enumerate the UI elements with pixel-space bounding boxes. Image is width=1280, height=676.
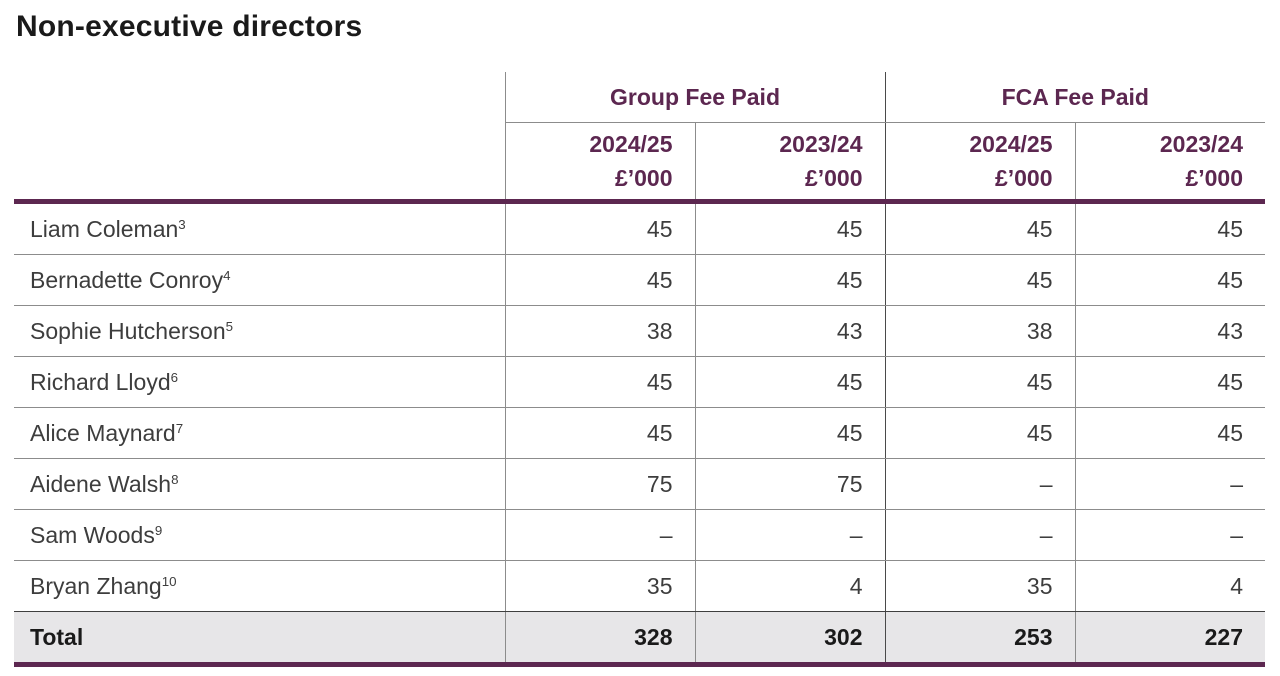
column-unit: £’000: [804, 165, 863, 191]
column-group-fca-fee-paid: FCA Fee Paid: [884, 72, 1266, 123]
non-executive-directors-fees-table: Group Fee Paid FCA Fee Paid 2024/25 £’00…: [14, 72, 1266, 667]
director-name-cell: Sophie Hutcherson5: [14, 305, 505, 357]
fee-value-cell: 45: [1074, 407, 1266, 459]
fee-value-cell: 45: [504, 254, 695, 306]
director-name: Bryan Zhang: [30, 572, 162, 599]
header-sub-row: 2024/25 £’000 2023/24 £’000 2024/25 £’00…: [14, 122, 1266, 204]
fee-value-cell: 75: [504, 458, 695, 510]
director-name-cell: Aidene Walsh8: [14, 458, 505, 510]
table-row: Sophie Hutcherson5 38 43 38 43: [14, 305, 1266, 357]
total-value-cell: 302: [694, 611, 886, 667]
column-year: 2024/25: [969, 130, 1053, 157]
table-row: Richard Lloyd6 45 45 45 45: [14, 356, 1266, 408]
table-row: Aidene Walsh8 75 75 – –: [14, 458, 1266, 510]
director-name-cell: Alice Maynard7: [14, 407, 505, 459]
table-row: Bryan Zhang10 35 4 35 4: [14, 560, 1266, 612]
footnote-ref: 5: [225, 319, 234, 335]
column-year: 2023/24: [1159, 130, 1244, 157]
fee-value-cell: 45: [504, 201, 695, 255]
director-name-cell: Richard Lloyd6: [14, 356, 505, 408]
fee-value-cell: 45: [694, 254, 886, 306]
total-value-cell: 253: [884, 611, 1076, 667]
table-row: Bernadette Conroy4 45 45 45 45: [14, 254, 1266, 306]
footnote-ref: 3: [178, 217, 186, 233]
footnote-ref: 8: [171, 472, 179, 488]
director-name-cell: Bernadette Conroy4: [14, 254, 505, 306]
footnote-ref: 9: [154, 523, 163, 539]
header-name-spacer: [14, 122, 505, 204]
fee-value-cell: 45: [884, 356, 1076, 408]
director-name-cell: Bryan Zhang10: [14, 560, 505, 612]
total-value-cell: 227: [1074, 611, 1266, 667]
fee-value-cell: 45: [1074, 201, 1266, 255]
fee-value-cell: –: [694, 509, 886, 561]
director-name: Bernadette Conroy: [30, 266, 224, 293]
fee-value-cell: 38: [884, 305, 1076, 357]
column-unit: £’000: [1185, 165, 1244, 191]
total-row: Total 328 302 253 227: [14, 611, 1266, 667]
director-name: Aidene Walsh: [30, 470, 172, 497]
director-name: Liam Coleman: [30, 215, 179, 242]
fee-value-cell: –: [1074, 509, 1266, 561]
director-name-cell: Liam Coleman3: [14, 201, 505, 255]
fee-value-cell: 35: [504, 560, 695, 612]
fee-value-cell: 45: [504, 356, 695, 408]
fee-value-cell: 45: [694, 356, 886, 408]
total-value-cell: 328: [504, 611, 695, 667]
fee-value-cell: 45: [694, 407, 886, 459]
fee-value-cell: –: [884, 458, 1076, 510]
footnote-ref: 4: [223, 268, 231, 284]
fee-value-cell: 45: [884, 254, 1076, 306]
header-group-row: Group Fee Paid FCA Fee Paid: [14, 72, 1266, 123]
table-row: Liam Coleman3 45 45 45 45: [14, 201, 1266, 255]
column-year: 2023/24: [779, 130, 863, 157]
column-header-group-2023-24: 2023/24 £’000: [694, 122, 886, 204]
fee-value-cell: 45: [694, 201, 886, 255]
fee-value-cell: 43: [1074, 305, 1266, 357]
fee-value-cell: 45: [884, 407, 1076, 459]
director-name: Richard Lloyd: [30, 368, 171, 395]
director-name: Sophie Hutcherson: [30, 317, 226, 344]
fee-value-cell: –: [504, 509, 695, 561]
header-name-spacer: [14, 72, 505, 123]
column-unit: £’000: [614, 165, 673, 191]
fee-value-cell: –: [884, 509, 1076, 561]
footnote-ref: 10: [161, 574, 177, 590]
column-header-fca-2024-25: 2024/25 £’000: [884, 122, 1076, 204]
table-row: Sam Woods9 – – – –: [14, 509, 1266, 561]
director-name: Sam Woods: [30, 521, 155, 548]
footnote-ref: 6: [170, 370, 179, 386]
footnote-ref: 7: [175, 421, 184, 437]
page-title: Non-executive directors: [16, 10, 363, 43]
column-header-fca-2023-24: 2023/24 £’000: [1074, 122, 1266, 204]
fee-value-cell: 45: [504, 407, 695, 459]
fee-value-cell: 4: [694, 560, 886, 612]
column-unit: £’000: [994, 165, 1053, 191]
total-label-cell: Total: [14, 611, 505, 667]
fee-value-cell: 45: [884, 201, 1076, 255]
column-group-group-fee-paid: Group Fee Paid: [504, 72, 886, 123]
fee-value-cell: 4: [1074, 560, 1266, 612]
table-row: Alice Maynard7 45 45 45 45: [14, 407, 1266, 459]
column-header-group-2024-25: 2024/25 £’000: [504, 122, 695, 204]
fee-value-cell: –: [1074, 458, 1266, 510]
fee-value-cell: 45: [1074, 254, 1266, 306]
column-year: 2024/25: [589, 130, 673, 157]
fee-value-cell: 43: [694, 305, 886, 357]
fee-value-cell: 75: [694, 458, 886, 510]
fee-value-cell: 35: [884, 560, 1076, 612]
fee-value-cell: 45: [1074, 356, 1266, 408]
fee-value-cell: 38: [504, 305, 695, 357]
director-name: Alice Maynard: [30, 419, 176, 446]
director-name-cell: Sam Woods9: [14, 509, 505, 561]
